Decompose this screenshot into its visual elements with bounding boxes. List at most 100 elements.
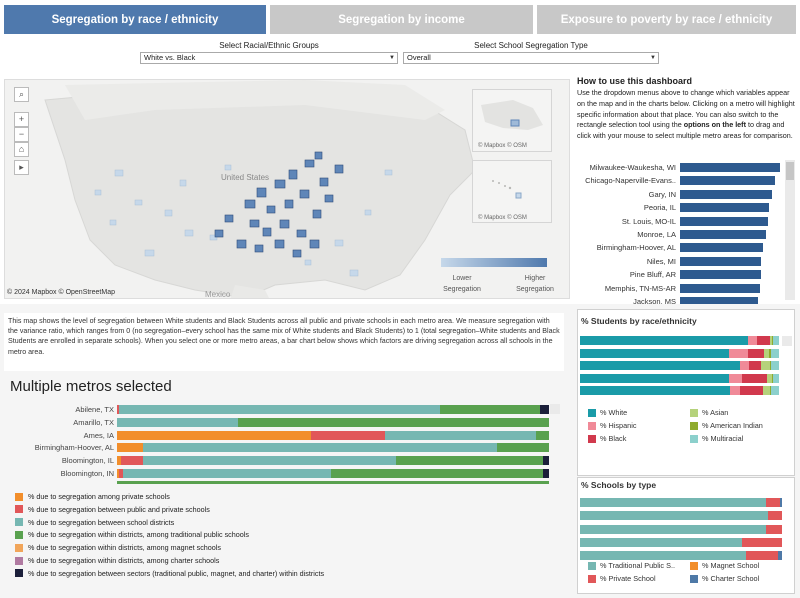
bar-segment[interactable]: [756, 336, 770, 345]
groups-select[interactable]: White vs. Black ▼: [140, 52, 398, 64]
bar-segment[interactable]: [330, 469, 543, 478]
ranking-scrollbar[interactable]: [785, 160, 795, 300]
bar-segment[interactable]: [580, 537, 742, 547]
bar-segment[interactable]: [117, 430, 312, 440]
metro-stacked-bar[interactable]: [117, 430, 549, 440]
schools-stacked-bar[interactable]: [580, 511, 782, 521]
bar-segment[interactable]: [764, 348, 769, 358]
schools-stacked-bar[interactable]: [580, 551, 782, 561]
bar-segment[interactable]: [740, 386, 764, 395]
bar-segment[interactable]: [770, 386, 779, 395]
bar-segment[interactable]: [117, 456, 122, 466]
ranking-metro-label[interactable]: Jackson, MS: [633, 297, 676, 306]
bar-segment[interactable]: [580, 551, 746, 561]
ranking-bar[interactable]: [680, 176, 776, 186]
bar-segment[interactable]: [311, 430, 385, 440]
tab-race-ethnicity[interactable]: Segregation by race / ethnicity: [4, 5, 266, 34]
bar-segment[interactable]: [771, 373, 773, 383]
segregation-map[interactable]: ⌕ + − ⌂ ▸ United States Mexico © Mapbox …: [4, 79, 570, 299]
students-stacked-bar[interactable]: [580, 361, 779, 370]
ranking-metro-label[interactable]: Milwaukee-Waukesha, WI: [589, 163, 676, 172]
ranking-metro-label[interactable]: Niles, MI: [646, 256, 676, 266]
ranking-bar[interactable]: [680, 163, 780, 172]
bar-segment[interactable]: [728, 373, 742, 383]
bar-segment[interactable]: [740, 361, 749, 370]
bar-segment[interactable]: [123, 469, 331, 478]
bar-segment[interactable]: [237, 417, 549, 427]
schools-stacked-bar[interactable]: [580, 498, 782, 507]
bar-segment[interactable]: [777, 551, 782, 561]
bar-segment[interactable]: [440, 405, 541, 414]
bar-segment[interactable]: [580, 498, 766, 507]
bar-segment[interactable]: [117, 469, 120, 478]
bar-segment[interactable]: [771, 336, 773, 345]
ranking-metro-label[interactable]: Monroe, LA: [637, 230, 676, 239]
bar-segment[interactable]: [741, 373, 768, 383]
alaska-inset[interactable]: [472, 89, 552, 152]
ranking-scroll-thumb[interactable]: [786, 162, 794, 180]
bar-segment[interactable]: [580, 524, 766, 534]
bar-segment[interactable]: [767, 511, 782, 521]
students-stacked-bar[interactable]: [580, 336, 779, 345]
bar-segment[interactable]: [384, 430, 537, 440]
bar-segment[interactable]: [580, 348, 730, 358]
ranking-metro-label[interactable]: St. Louis, MO-IL: [621, 216, 676, 226]
bar-segment[interactable]: [396, 456, 543, 466]
bar-segment[interactable]: [117, 417, 238, 427]
metro-stacked-bar[interactable]: [117, 469, 549, 478]
bar-segment[interactable]: [497, 443, 549, 453]
ranking-bar[interactable]: [680, 203, 770, 213]
tab-exposure-poverty[interactable]: Exposure to poverty by race / ethnicity: [537, 5, 796, 34]
multi-scrollbar[interactable]: [550, 404, 560, 414]
ranking-bar[interactable]: [680, 189, 773, 199]
bar-segment[interactable]: [117, 443, 143, 453]
ranking-bar[interactable]: [680, 216, 768, 226]
bar-segment[interactable]: [741, 537, 782, 547]
bar-segment[interactable]: [117, 405, 120, 414]
students-stacked-bar[interactable]: [580, 373, 779, 383]
bar-segment[interactable]: [540, 405, 549, 414]
schools-stacked-bar[interactable]: [580, 524, 782, 534]
zoom-out-button[interactable]: −: [14, 127, 29, 142]
bar-segment[interactable]: [761, 361, 770, 370]
bar-segment[interactable]: [768, 348, 771, 358]
schools-stacked-bar[interactable]: [580, 537, 782, 547]
hawaii-inset[interactable]: [472, 160, 552, 223]
bar-segment[interactable]: [767, 373, 772, 383]
bar-segment[interactable]: [745, 551, 778, 561]
bar-segment[interactable]: [542, 456, 549, 466]
bar-segment[interactable]: [580, 511, 768, 521]
students-stacked-bar[interactable]: [580, 348, 779, 358]
students-stacked-bar[interactable]: [580, 386, 779, 395]
metro-stacked-bar[interactable]: [117, 405, 549, 414]
bar-segment[interactable]: [769, 336, 772, 345]
ranking-bar[interactable]: [680, 230, 766, 239]
bar-segment[interactable]: [580, 336, 749, 345]
play-toolbar-icon[interactable]: ▸: [14, 160, 29, 175]
students-scrollbar[interactable]: [782, 336, 792, 346]
bar-segment[interactable]: [769, 361, 771, 370]
ranking-metro-label[interactable]: Memphis, TN-MS-AR: [604, 283, 676, 293]
ranking-metro-label[interactable]: Peoria, IL: [643, 203, 676, 213]
search-map-button[interactable]: ⌕: [14, 87, 29, 102]
ranking-metro-label[interactable]: Gary, IN: [648, 189, 676, 199]
bar-segment[interactable]: [729, 348, 748, 358]
bar-segment[interactable]: [772, 373, 779, 383]
zoom-in-button[interactable]: +: [14, 112, 29, 127]
bar-segment[interactable]: [772, 336, 779, 345]
metro-stacked-bar[interactable]: [117, 456, 549, 466]
ranking-metro-label[interactable]: Birmingham-Hoover, AL: [596, 243, 676, 253]
bar-segment[interactable]: [542, 469, 549, 478]
tab-income[interactable]: Segregation by income: [270, 5, 533, 34]
bar-segment[interactable]: [580, 386, 731, 395]
bar-segment[interactable]: [779, 498, 782, 507]
bar-segment[interactable]: [770, 348, 779, 358]
bar-segment[interactable]: [119, 469, 124, 478]
bar-segment[interactable]: [580, 373, 729, 383]
home-icon[interactable]: ⌂: [14, 142, 29, 157]
ranking-metro-label[interactable]: Chicago-Naperville-Evans..: [585, 176, 676, 186]
bar-segment[interactable]: [770, 361, 779, 370]
metro-stacked-bar[interactable]: [117, 443, 549, 453]
bar-segment[interactable]: [119, 405, 441, 414]
bar-segment[interactable]: [765, 524, 782, 534]
